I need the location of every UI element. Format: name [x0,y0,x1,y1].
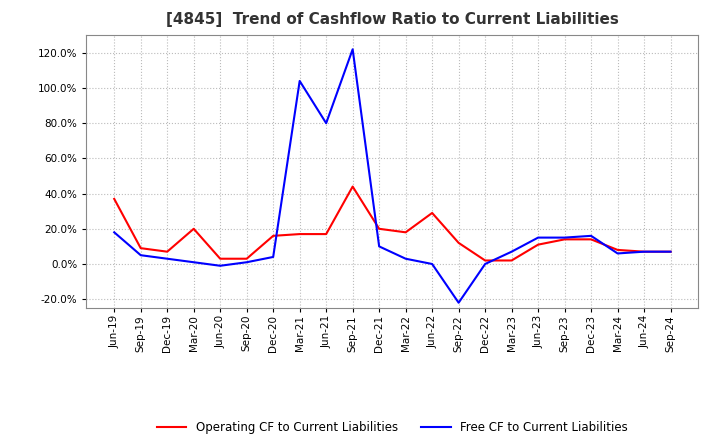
Operating CF to Current Liabilities [587,237,595,242]
Operating CF to Current Liabilities [136,246,145,251]
Operating CF to Current Liabilities [508,258,516,263]
Title: [4845]  Trend of Cashflow Ratio to Current Liabilities: [4845] Trend of Cashflow Ratio to Curren… [166,12,618,27]
Line: Operating CF to Current Liabilities: Operating CF to Current Liabilities [114,187,670,260]
Operating CF to Current Liabilities [243,256,251,261]
Free CF to Current Liabilities [640,249,649,254]
Operating CF to Current Liabilities [613,247,622,253]
Free CF to Current Liabilities [454,300,463,305]
Operating CF to Current Liabilities [481,258,490,263]
Operating CF to Current Liabilities [163,249,171,254]
Operating CF to Current Liabilities [454,240,463,246]
Operating CF to Current Liabilities [428,210,436,216]
Line: Free CF to Current Liabilities: Free CF to Current Liabilities [114,49,670,303]
Operating CF to Current Liabilities [666,249,675,254]
Free CF to Current Liabilities [348,47,357,52]
Operating CF to Current Liabilities [401,230,410,235]
Free CF to Current Liabilities [613,251,622,256]
Free CF to Current Liabilities [428,261,436,267]
Free CF to Current Liabilities [110,230,119,235]
Operating CF to Current Liabilities [110,196,119,202]
Operating CF to Current Liabilities [375,226,384,231]
Free CF to Current Liabilities [163,256,171,261]
Free CF to Current Liabilities [481,261,490,267]
Free CF to Current Liabilities [243,260,251,265]
Free CF to Current Liabilities [560,235,569,240]
Operating CF to Current Liabilities [269,233,277,238]
Free CF to Current Liabilities [269,254,277,260]
Operating CF to Current Liabilities [640,249,649,254]
Operating CF to Current Liabilities [348,184,357,189]
Free CF to Current Liabilities [216,263,225,268]
Free CF to Current Liabilities [534,235,542,240]
Free CF to Current Liabilities [587,233,595,238]
Free CF to Current Liabilities [295,78,304,84]
Operating CF to Current Liabilities [295,231,304,237]
Free CF to Current Liabilities [666,249,675,254]
Operating CF to Current Liabilities [189,226,198,231]
Operating CF to Current Liabilities [216,256,225,261]
Free CF to Current Liabilities [322,121,330,126]
Free CF to Current Liabilities [401,256,410,261]
Legend: Operating CF to Current Liabilities, Free CF to Current Liabilities: Operating CF to Current Liabilities, Fre… [152,416,633,439]
Free CF to Current Liabilities [375,244,384,249]
Operating CF to Current Liabilities [534,242,542,247]
Free CF to Current Liabilities [189,260,198,265]
Free CF to Current Liabilities [136,253,145,258]
Free CF to Current Liabilities [508,249,516,254]
Operating CF to Current Liabilities [322,231,330,237]
Operating CF to Current Liabilities [560,237,569,242]
